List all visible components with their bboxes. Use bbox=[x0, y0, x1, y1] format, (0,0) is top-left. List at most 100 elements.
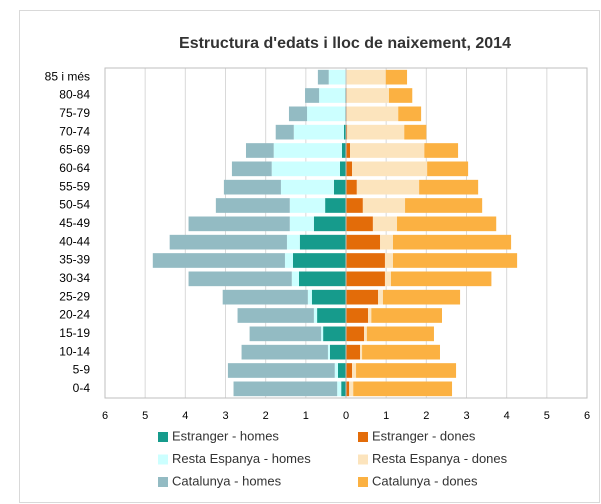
y-tick-label: 75-79 bbox=[59, 106, 90, 120]
bar bbox=[307, 106, 346, 122]
bar bbox=[329, 344, 346, 360]
legend-label: Resta Espanya - dones bbox=[372, 451, 508, 466]
y-tick-label: 20-24 bbox=[59, 308, 90, 322]
bar bbox=[362, 198, 406, 213]
bar bbox=[346, 88, 389, 103]
legend-swatch bbox=[358, 432, 368, 442]
x-tick-label: 3 bbox=[222, 410, 228, 422]
bar bbox=[398, 106, 422, 122]
bar bbox=[360, 344, 363, 360]
bar bbox=[249, 326, 322, 342]
bar bbox=[356, 179, 420, 195]
bar bbox=[288, 106, 308, 122]
bar bbox=[353, 381, 453, 397]
legend-label: Catalunya - dones bbox=[372, 473, 478, 488]
bar bbox=[380, 234, 393, 250]
bar bbox=[424, 143, 459, 158]
bar bbox=[323, 326, 346, 342]
bar bbox=[313, 216, 346, 232]
bar bbox=[233, 381, 338, 397]
bar bbox=[215, 198, 290, 213]
bar bbox=[343, 124, 346, 140]
bar bbox=[346, 69, 386, 85]
bar bbox=[404, 124, 427, 140]
legend-label: Catalunya - homes bbox=[172, 473, 282, 488]
bar bbox=[346, 326, 365, 342]
bar bbox=[346, 381, 350, 397]
bar bbox=[372, 216, 398, 232]
bar bbox=[271, 161, 340, 177]
bar bbox=[317, 69, 329, 85]
y-tick-label: 15-19 bbox=[59, 326, 90, 340]
bar bbox=[346, 124, 348, 140]
legend-swatch bbox=[358, 454, 368, 465]
bar bbox=[427, 161, 469, 177]
y-tick-label: 85 i més bbox=[45, 69, 90, 83]
bar bbox=[311, 289, 346, 305]
bar bbox=[346, 363, 353, 378]
bar bbox=[371, 308, 442, 323]
bar bbox=[325, 198, 346, 213]
x-tick-label: 3 bbox=[463, 410, 469, 422]
x-tick-label: 2 bbox=[423, 410, 429, 422]
bar bbox=[341, 381, 346, 397]
bar bbox=[293, 124, 344, 140]
bar bbox=[333, 179, 346, 195]
x-tick-label: 5 bbox=[142, 410, 148, 422]
bar bbox=[284, 253, 293, 268]
bar bbox=[317, 308, 346, 323]
y-tick-label: 65-69 bbox=[59, 143, 90, 157]
bar bbox=[313, 308, 318, 323]
bar bbox=[299, 234, 346, 250]
x-tick-label: 4 bbox=[182, 410, 188, 422]
bar bbox=[346, 143, 351, 158]
bar bbox=[341, 143, 346, 158]
x-tick-label: 6 bbox=[102, 410, 108, 422]
bar bbox=[350, 143, 425, 158]
bar bbox=[169, 234, 287, 250]
bar bbox=[245, 143, 274, 158]
bar bbox=[405, 198, 483, 213]
bar bbox=[305, 88, 320, 103]
y-tick-label: 55-59 bbox=[59, 179, 90, 193]
legend-swatch bbox=[358, 477, 368, 487]
bar bbox=[286, 234, 300, 250]
bar bbox=[346, 253, 385, 268]
bar bbox=[384, 271, 391, 287]
y-tick-label: 35-39 bbox=[59, 253, 90, 267]
bar bbox=[352, 363, 357, 378]
x-tick-label: 6 bbox=[584, 410, 590, 422]
y-tick-label: 60-64 bbox=[59, 161, 90, 175]
bar bbox=[362, 344, 440, 360]
bar bbox=[346, 271, 385, 287]
bar bbox=[231, 161, 272, 177]
bar bbox=[366, 326, 434, 342]
bar bbox=[382, 289, 461, 305]
legend-swatch bbox=[158, 454, 168, 465]
x-tick-label: 1 bbox=[383, 410, 389, 422]
bar bbox=[346, 234, 381, 250]
bar bbox=[346, 106, 399, 122]
bar bbox=[385, 69, 408, 85]
y-tick-label: 0-4 bbox=[73, 381, 91, 395]
bar bbox=[292, 253, 346, 268]
y-tick-label: 80-84 bbox=[59, 88, 90, 102]
bar bbox=[280, 179, 334, 195]
bar bbox=[347, 124, 405, 140]
bar bbox=[328, 69, 346, 85]
bar bbox=[397, 216, 497, 232]
y-tick-label: 30-34 bbox=[59, 271, 90, 285]
bar bbox=[334, 363, 338, 378]
bar bbox=[364, 326, 367, 342]
bar bbox=[346, 198, 363, 213]
bar bbox=[346, 308, 369, 323]
bar bbox=[188, 271, 292, 287]
bar bbox=[339, 161, 346, 177]
bar bbox=[349, 381, 354, 397]
bar bbox=[352, 161, 428, 177]
bar bbox=[289, 216, 314, 232]
bar bbox=[273, 143, 342, 158]
bar bbox=[356, 363, 457, 378]
bar bbox=[388, 88, 413, 103]
